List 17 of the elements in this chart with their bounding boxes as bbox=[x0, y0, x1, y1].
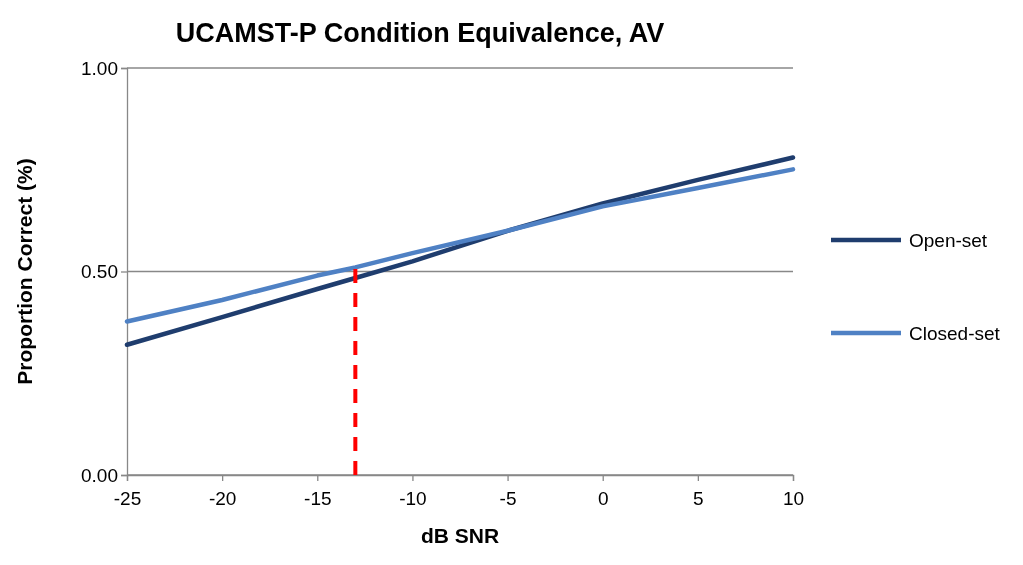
y-tick-label: 1.00 bbox=[81, 57, 118, 79]
legend-label: Open-set bbox=[909, 230, 988, 251]
x-tick-label: 10 bbox=[782, 487, 805, 509]
line-series bbox=[124, 167, 796, 324]
y-tick-label: 0.50 bbox=[81, 261, 118, 283]
legend-label: Closed-set bbox=[909, 323, 1001, 344]
x-tick-label: -15 bbox=[304, 487, 332, 509]
x-tick-label: -20 bbox=[208, 487, 237, 509]
x-tick-label: 0 bbox=[597, 487, 609, 509]
x-axis-title: dB SNR bbox=[420, 524, 500, 547]
y-tick-label: 0.00 bbox=[81, 464, 118, 486]
y-axis-title: Proportion Correct (%) bbox=[13, 158, 36, 385]
x-tick-label: -25 bbox=[113, 487, 142, 509]
chart-title: UCAMST-P Condition Equivalence, AV bbox=[175, 18, 665, 48]
x-tick-label: -5 bbox=[499, 487, 517, 509]
x-tick-label: -10 bbox=[399, 487, 427, 509]
x-tick-label: 5 bbox=[693, 487, 704, 509]
